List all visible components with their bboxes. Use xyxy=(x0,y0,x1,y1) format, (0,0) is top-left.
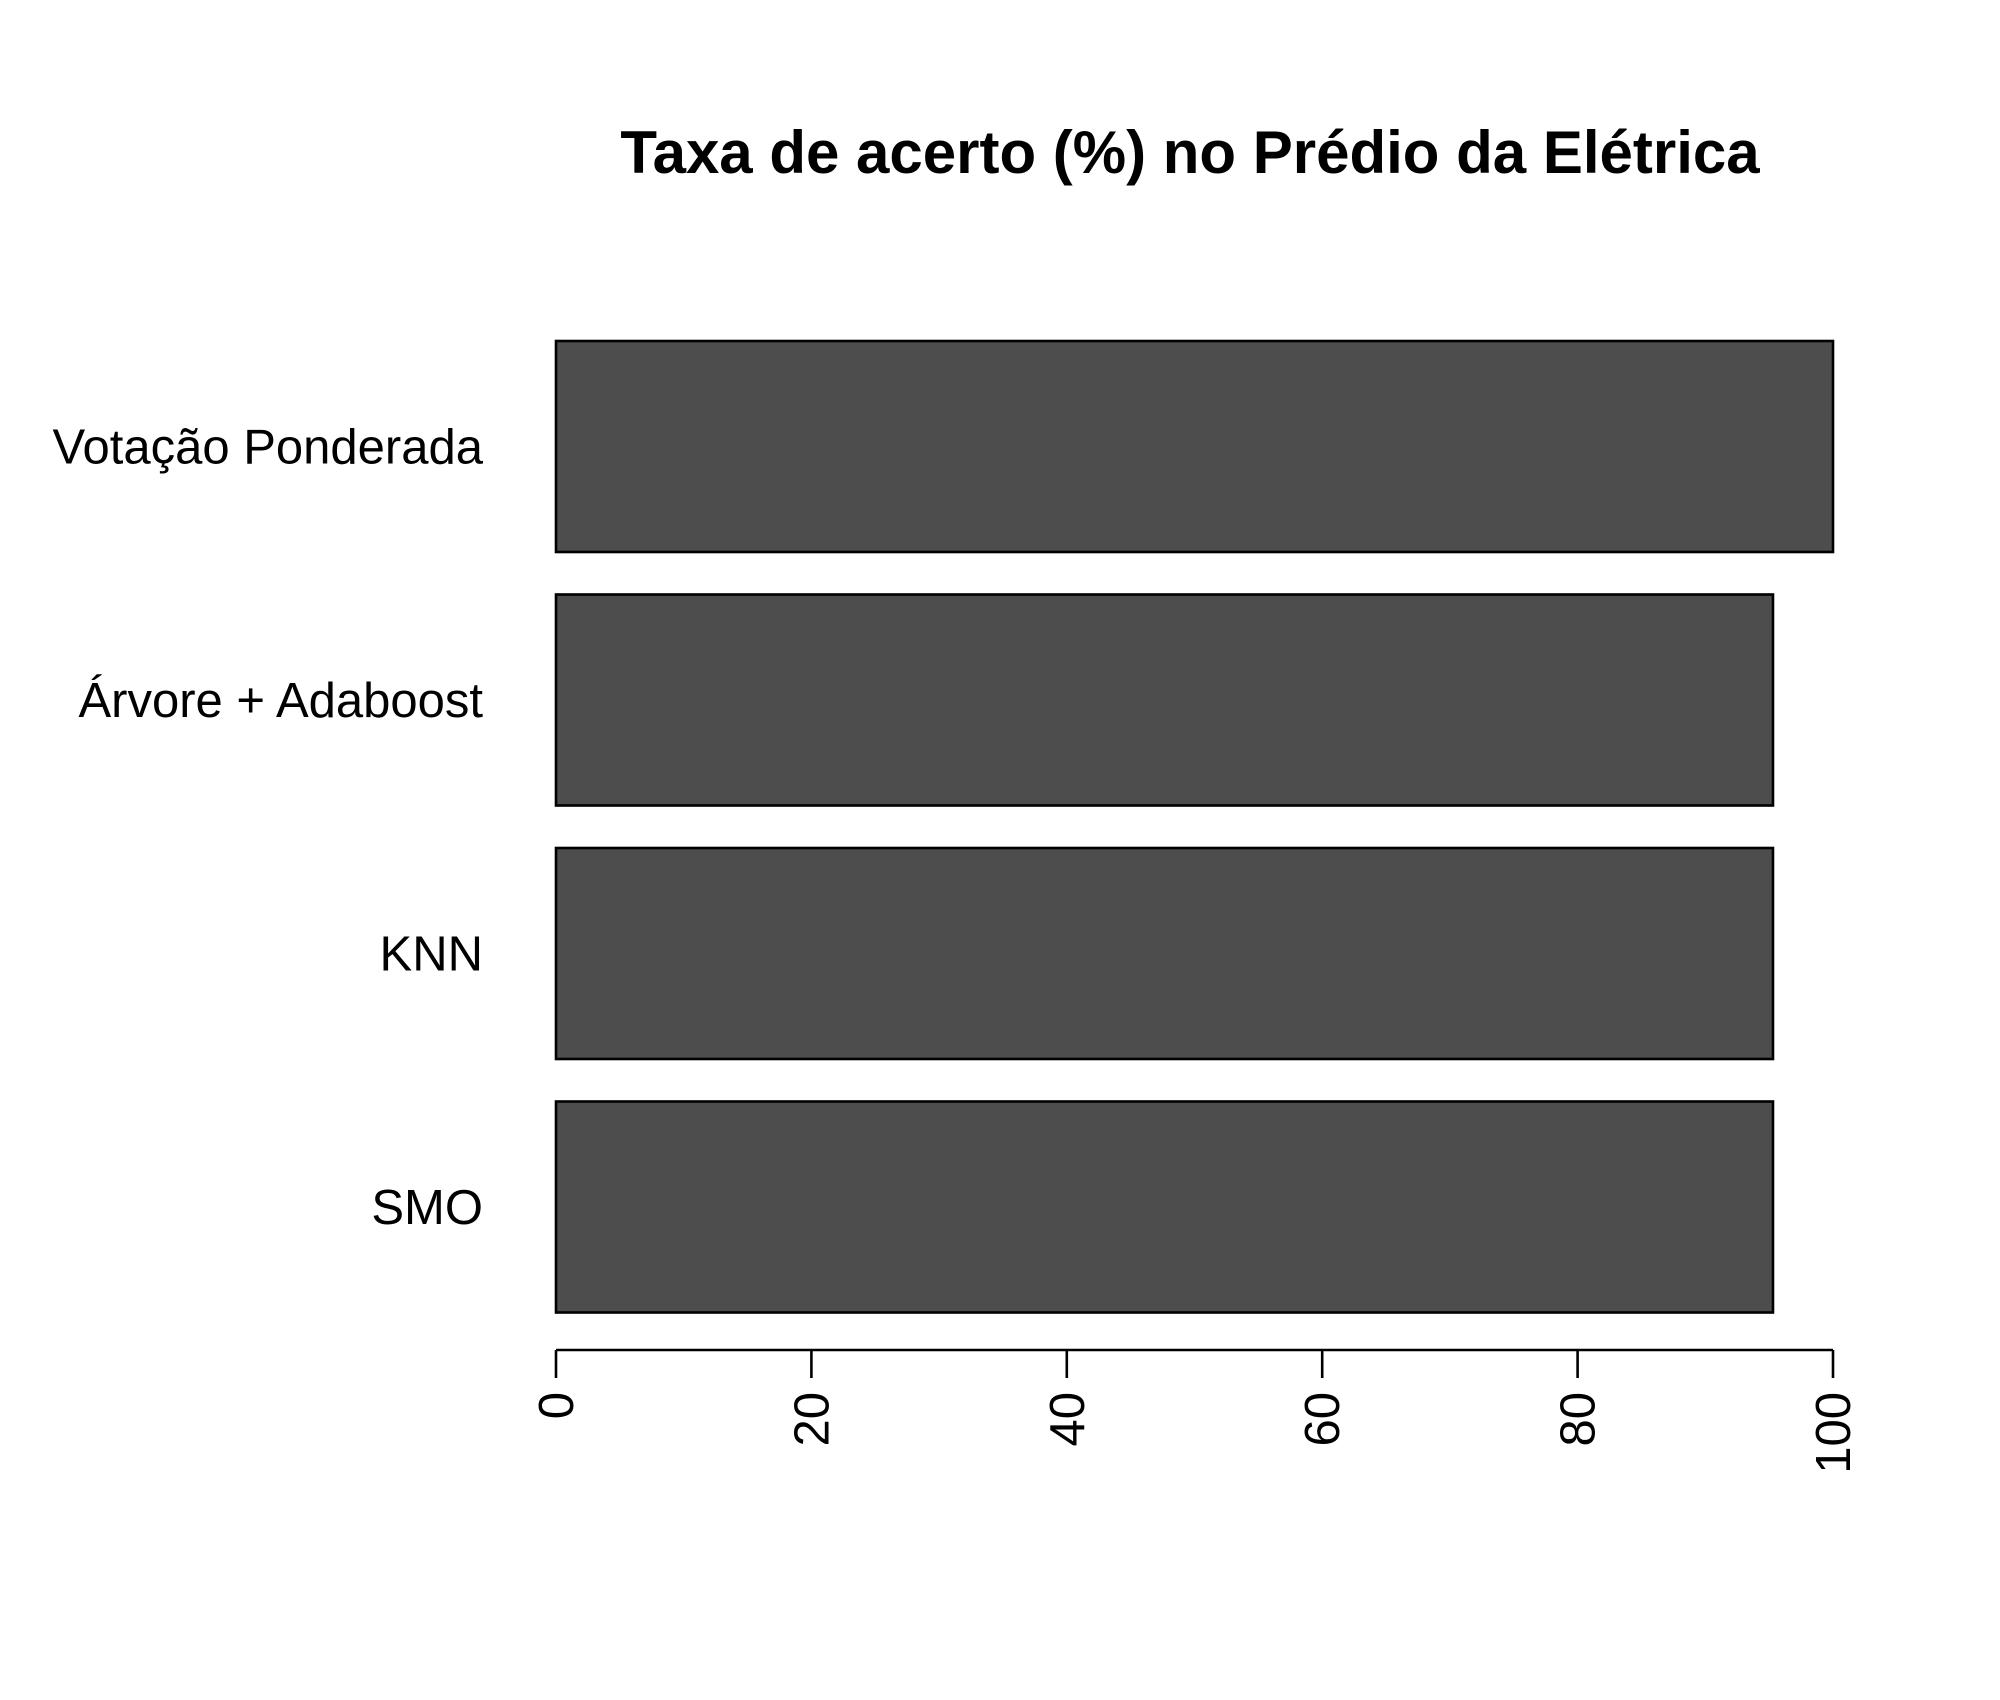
bar-smo xyxy=(554,1100,1775,1314)
category-label-arvore-adaboost: Árvore + Adaboost xyxy=(78,674,483,728)
x-tick-label-0: 0 xyxy=(530,1392,584,1419)
category-label-votacao-ponderada: Votação Ponderada xyxy=(53,421,484,475)
category-label-smo: SMO xyxy=(371,1181,483,1235)
x-tick-label-100: 100 xyxy=(1807,1392,1861,1474)
x-axis: 0 20 40 60 80 100 xyxy=(530,1348,1861,1474)
bar-votacao-ponderada xyxy=(554,339,1835,554)
category-label-knn: KNN xyxy=(380,928,483,982)
x-tick-label-60: 60 xyxy=(1296,1392,1350,1447)
bar-knn xyxy=(554,846,1775,1061)
bars-layer xyxy=(554,339,1835,1314)
x-tick-label-20: 20 xyxy=(785,1392,839,1447)
bar-arvore-adaboost xyxy=(554,593,1775,807)
category-labels: Votação Ponderada Árvore + Adaboost KNN SMO xyxy=(53,421,484,1236)
x-tick-label-80: 80 xyxy=(1552,1392,1606,1447)
chart-title: Taxa de acerto (%) no Prédio da Elétrica xyxy=(620,119,1760,186)
x-tick-label-40: 40 xyxy=(1041,1392,1095,1447)
